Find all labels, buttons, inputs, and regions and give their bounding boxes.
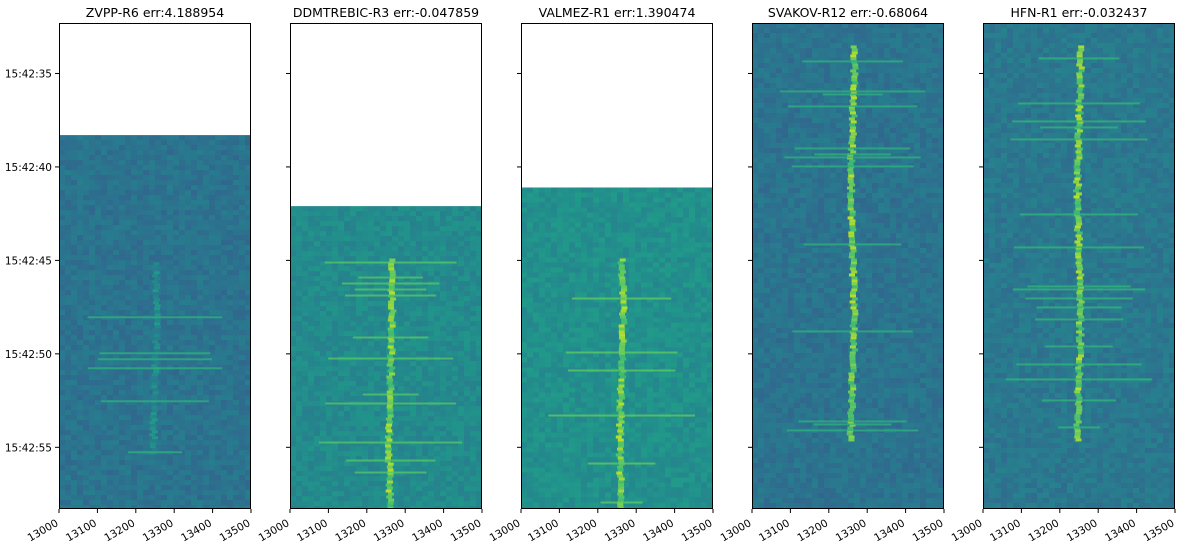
- signal-trace: [779, 45, 926, 442]
- x-tick-label: 13400: [872, 517, 907, 544]
- heatmap-area: [290, 206, 482, 509]
- heatmap-area: [521, 187, 713, 509]
- noise-cells: [752, 23, 944, 509]
- x-tick-label: 13300: [834, 517, 869, 544]
- x-tick-label: 13200: [795, 517, 830, 544]
- panel-title: VALMEZ-R1 err:1.390474: [539, 5, 696, 20]
- x-tick-label: 13300: [372, 517, 407, 544]
- noise-cells: [521, 187, 713, 509]
- axes-frame: [290, 23, 482, 509]
- y-tick-label: 15:42:55: [5, 442, 52, 454]
- x-tick-label: 13200: [102, 517, 137, 544]
- signal-trace: [319, 258, 463, 509]
- x-tick-label: 13300: [1065, 517, 1100, 544]
- x-tick-label: 13400: [1103, 517, 1138, 544]
- x-tick-label: 13100: [64, 517, 99, 544]
- x-tick-label: 13400: [179, 517, 214, 544]
- x-tick-label: 13300: [603, 517, 638, 544]
- axes-frame: [59, 23, 251, 509]
- y-tick-label: 15:42:45: [5, 255, 52, 267]
- x-tick-label: 13500: [911, 517, 946, 544]
- panels-layer: ZVPP-R6 err:4.188954 15:42:35 15:42:40 15:4…: [5, 5, 1177, 544]
- heatmap-area: [59, 135, 251, 509]
- x-tick-label: 13200: [564, 517, 599, 544]
- x-tick-label: 13300: [141, 517, 176, 544]
- signal-trace: [87, 262, 223, 455]
- x-tick-label: 13100: [757, 517, 792, 544]
- x-tick-label: 13000: [257, 517, 292, 544]
- x-tick-label: 13000: [719, 517, 754, 544]
- axes-frame: [983, 23, 1175, 509]
- axes-frame: [521, 23, 713, 509]
- x-tick-label: 13200: [333, 517, 368, 544]
- panel-title: SVAKOV-R12 err:-0.68064: [768, 5, 928, 20]
- panel-title: DDMTREBIC-R3 err:-0.047859: [293, 5, 479, 20]
- x-tick-label: 13500: [449, 517, 484, 544]
- x-tick-label: 13100: [526, 517, 561, 544]
- x-tick-label: 13500: [1142, 517, 1177, 544]
- noise-cells: [983, 23, 1175, 509]
- x-tick-label: 13100: [295, 517, 330, 544]
- x-tick-label: 13500: [218, 517, 253, 544]
- y-tick-label: 15:42:50: [5, 349, 52, 361]
- x-tick-label: 13000: [488, 517, 523, 544]
- signal-trace: [548, 258, 696, 509]
- panel-1: ZVPP-R6 err:4.188954 15:42:35 15:42:40 15:4…: [5, 5, 253, 544]
- panel-title: HFN-R1 err:-0.032437: [1011, 5, 1148, 20]
- x-tick-label: 13500: [680, 517, 715, 544]
- panel-5: HFN-R1 err:-0.032437 13000 13100 13200 13300…: [950, 5, 1177, 544]
- x-tick-label: 13000: [26, 517, 61, 544]
- x-tick-label: 13100: [988, 517, 1023, 544]
- signal-trace: [1005, 45, 1153, 442]
- y-tick-label: 15:42:35: [5, 68, 52, 80]
- noise-cells: [290, 206, 482, 509]
- x-tick-label: 13200: [1026, 517, 1061, 544]
- x-tick-label: 13000: [950, 517, 985, 544]
- y-tick-label: 15:42:40: [5, 162, 52, 174]
- panel-2: DDMTREBIC-R3 err:-0.047859 13000 13100 1320…: [257, 5, 484, 544]
- heatmap-area: [983, 23, 1175, 509]
- axes-frame: [752, 23, 944, 509]
- x-tick-label: 13400: [410, 517, 445, 544]
- panel-title: ZVPP-R6 err:4.188954: [86, 5, 224, 20]
- panel-3: VALMEZ-R1 err:1.390474 13000 13100 13200 133…: [488, 5, 715, 544]
- heatmap-area: [752, 23, 944, 509]
- x-tick-label: 13400: [641, 517, 676, 544]
